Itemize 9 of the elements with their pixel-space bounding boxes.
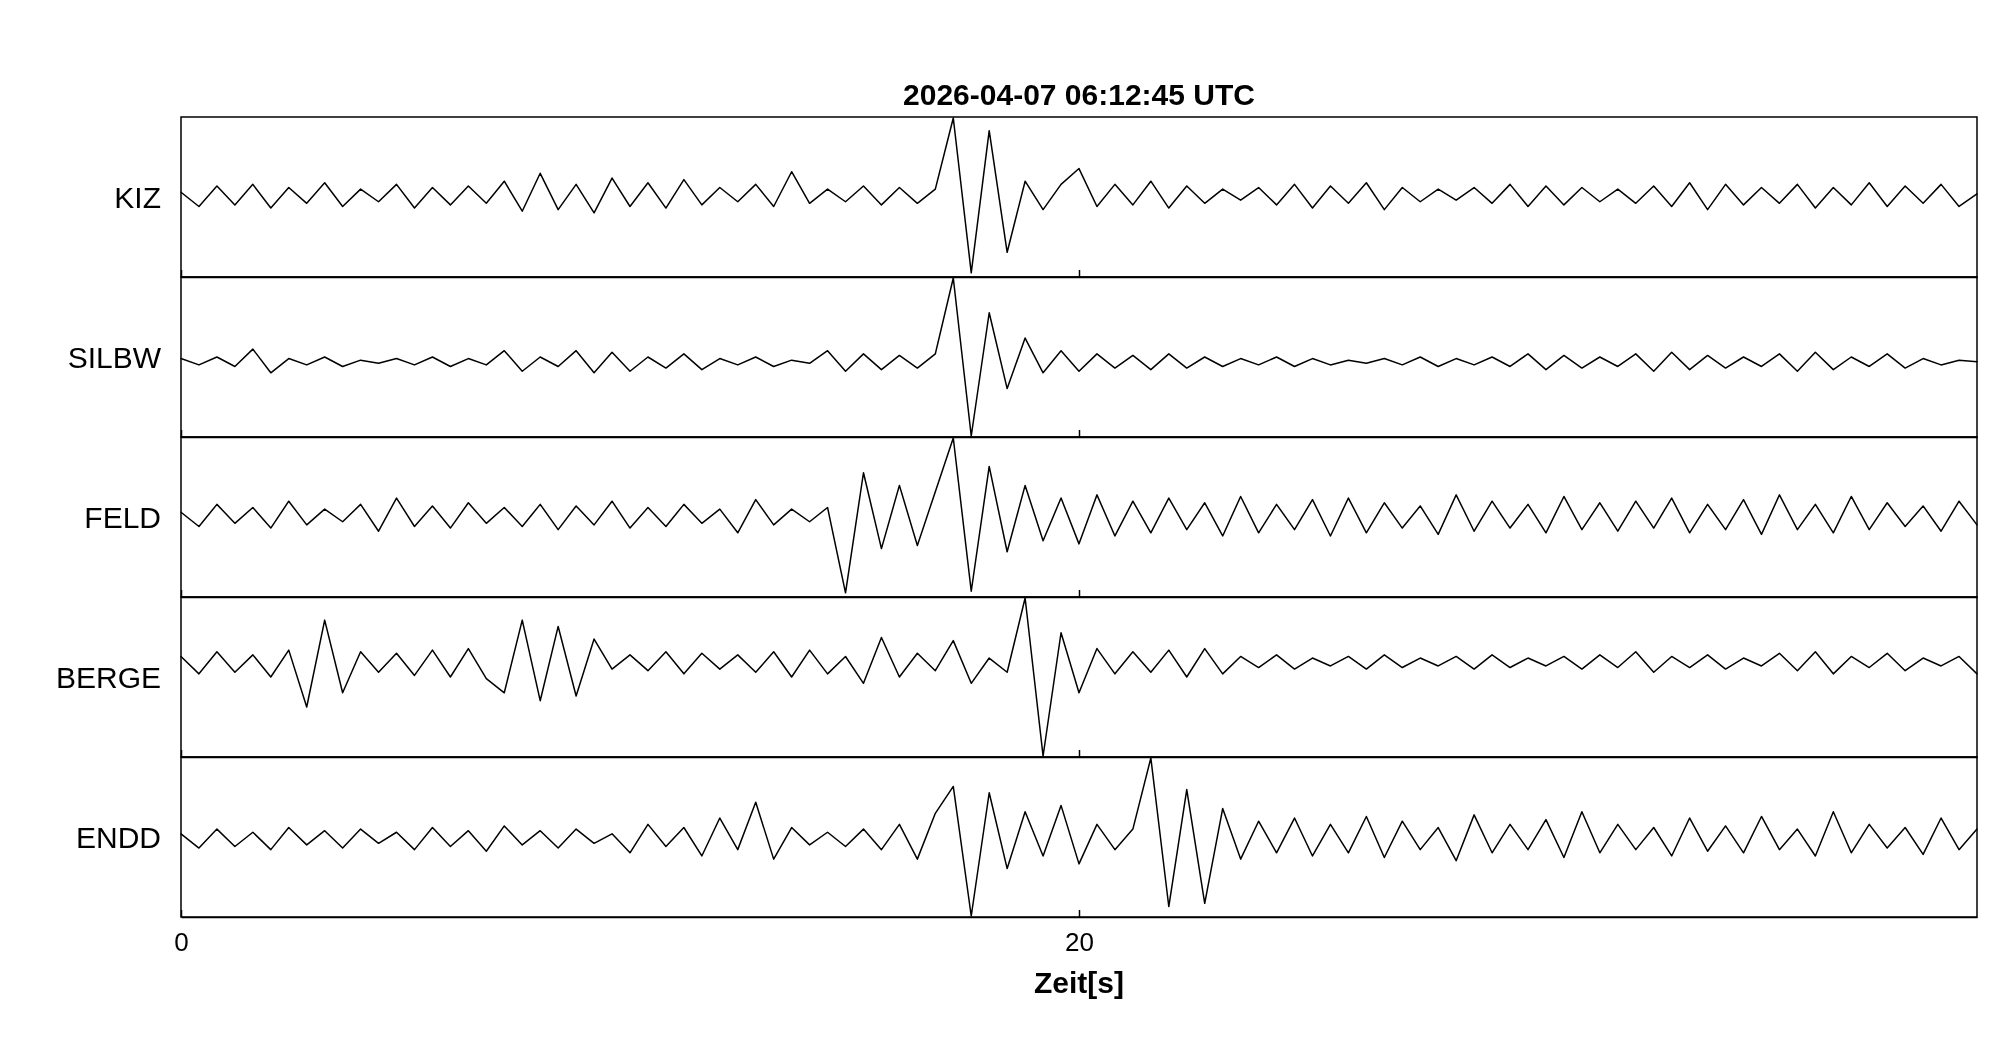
x-axis-title: Zeit[s]: [1034, 966, 1124, 999]
y-axis-title: ENDD: [75, 820, 161, 854]
y-axis-title: FELD: [84, 500, 161, 534]
y-axis-title: SILBW: [67, 340, 162, 374]
x-tick-label: 20: [1065, 927, 1094, 958]
chart-title: 2026-04-07 06:12:45 UTC: [903, 78, 1255, 111]
x-tick-label: 0: [174, 927, 189, 958]
y-axis-title: KIZ: [114, 180, 161, 214]
y-axis-title: BERGE: [55, 660, 161, 694]
